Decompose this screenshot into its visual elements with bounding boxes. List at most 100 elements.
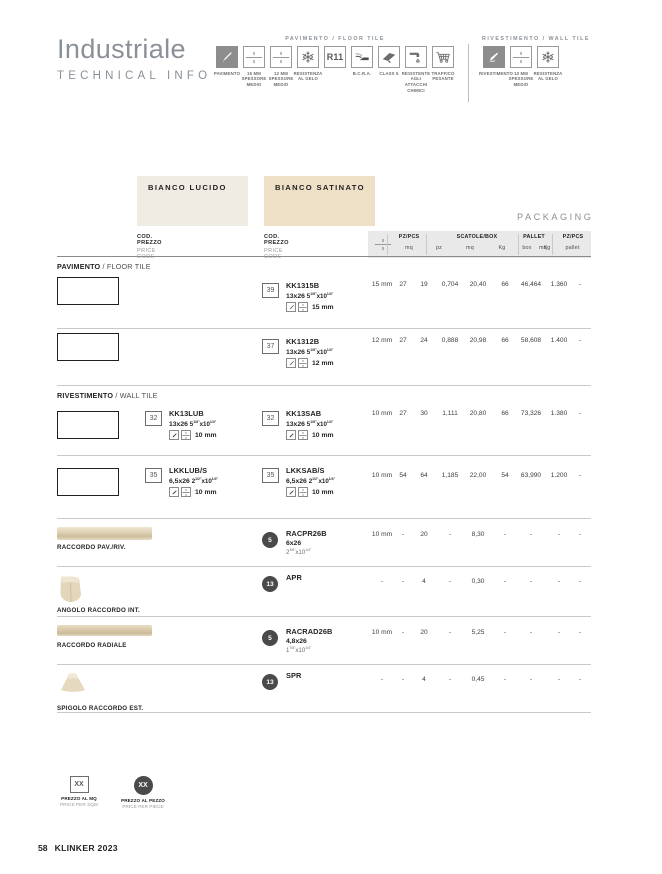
legend-label-it: PREZZO AL MQ	[61, 796, 97, 801]
legend-label-en: PRICE PER PIECE	[122, 803, 164, 809]
product-code: LKKSAB/S	[286, 466, 325, 475]
product-dimensions: 6,5x26 21/2"x101/4"	[286, 477, 335, 485]
unit-mq-pallet-2: mq	[530, 245, 556, 251]
packaging-value: -	[529, 531, 533, 538]
product-icon-row: 10 mm	[169, 487, 218, 498]
product-block: KK1315B 13x26 51/8"x101/4" 15 mm	[286, 281, 334, 313]
product-thickness: 10 mm	[312, 431, 334, 439]
packaging-value: 10 mm	[371, 472, 393, 479]
packaging-value: -	[578, 472, 582, 479]
product-thickness: 10 mm	[195, 488, 217, 496]
packaging-value: 15 mm	[371, 281, 393, 288]
packaging-value: -	[401, 629, 405, 636]
packaging-value: 30	[420, 410, 428, 417]
price-code-badge: 32	[262, 411, 279, 426]
product-dimensions: 13x26 51/8"x101/4"	[169, 420, 217, 428]
col-scatole-title: SCATOLE/BOX	[429, 234, 525, 240]
dim-metric: 13x26	[286, 420, 305, 428]
trim-profile-image	[57, 672, 89, 699]
product-icon-row: 10 mm	[286, 430, 334, 441]
packaging-value: -	[448, 676, 452, 683]
product-code: KK13LUB	[169, 409, 204, 418]
packaging-value: 58,608	[520, 337, 542, 344]
spec-icon-bar: PAVIMENTO / FLOOR TILE PAVIMENTO 15 MM SP…	[214, 36, 662, 102]
packaging-value: -	[503, 676, 507, 683]
packaging-value: -	[557, 629, 561, 636]
section-label-en: / WALL TILE	[113, 391, 158, 400]
unit-kg-pallet-final: Kg	[539, 245, 555, 251]
dim-imperial: 21/2"x101/4"	[191, 476, 219, 485]
swatch-name: BIANCO LUCIDO	[148, 183, 227, 192]
unit-pallet: pallet	[554, 245, 591, 251]
unit-kg-box: Kg	[486, 245, 518, 251]
row-divider	[57, 518, 591, 519]
rivestimento-icon	[169, 487, 179, 498]
bcra-icon-box	[351, 46, 373, 68]
empty-sample-box	[57, 277, 119, 305]
trim-profile-image	[57, 574, 87, 609]
row-divider	[57, 616, 591, 617]
icon-group-floor: PAVIMENTO / FLOOR TILE PAVIMENTO 15 MM SP…	[214, 36, 455, 93]
product-thickness: 10 mm	[195, 431, 217, 439]
packaging-value: 20	[420, 629, 428, 636]
packaging-value: 1,185	[441, 472, 459, 479]
packaging-value: 20,80	[469, 410, 487, 417]
product-dimensions: 6x26	[286, 540, 327, 547]
packaging-value: 27	[399, 337, 407, 344]
page-number: 58	[38, 843, 48, 853]
product-dimensions: 13x26 51/8"x101/4"	[286, 348, 334, 356]
thickness-icon	[298, 302, 308, 313]
legend-badge: XX	[69, 776, 89, 793]
unit-pz: pz	[424, 245, 454, 251]
product-block: KK13LUB 13x26 51/8"x101/4" 10 mm	[169, 409, 217, 441]
product-code: RACPR26B	[286, 529, 327, 538]
packaging-column-separator	[518, 234, 519, 255]
slip-rating-r11-icon-box: R11	[324, 46, 346, 68]
trim-caption: ANGOLO RACCORDO INT.	[57, 607, 141, 614]
frost-resistance-icon-caption: RESISTENZA AL GELO	[293, 70, 323, 82]
product-icon-row: 15 mm	[286, 302, 334, 313]
section-label-it: PAVIMENTO	[57, 262, 101, 271]
product-dimensions: 13x26 51/8"x101/4"	[286, 292, 334, 300]
packaging-column-separator	[426, 234, 427, 255]
packaging-value: 4	[422, 676, 426, 683]
dim-imperial: 51/8"x101/4"	[306, 347, 334, 356]
product-thickness: 15 mm	[312, 303, 334, 311]
row-divider	[57, 664, 591, 665]
page-title: Industriale	[57, 34, 186, 64]
section-label-en: / FLOOR TILE	[100, 262, 151, 271]
product-thickness: 12 mm	[312, 359, 334, 367]
heavy-traffic-icon-caption: TRAFFICO PESANTE	[431, 70, 455, 82]
packaging-value: 54	[399, 472, 407, 479]
packaging-value: 0,30	[471, 578, 485, 585]
column-unit: Kg	[498, 245, 506, 251]
frost-resistance-icon-caption: RESISTENZA AL GELO	[533, 70, 563, 82]
row-divider	[57, 328, 591, 329]
section-label-it: RIVESTIMENTO	[57, 391, 114, 400]
col-pzpcs-pallet-title: PZ/PCS	[555, 234, 591, 240]
price-code-label: PRICE CODE	[137, 247, 156, 260]
product-code: APR	[286, 573, 302, 582]
packaging-value: 66	[501, 410, 509, 417]
col-pzpcs-mq-title: PZ/PCS	[390, 234, 428, 240]
trim-caption: RACCORDO RADIALE	[57, 642, 127, 649]
packaging-value: 1.400	[550, 337, 568, 344]
dim-metric: 6,5x26	[169, 477, 190, 485]
dim-metric: 13x26	[286, 348, 305, 356]
column-unit: mq	[466, 245, 474, 251]
product-dimensions-imperial: 17/8"x101/4"	[286, 645, 312, 654]
price-code-badge: 37	[262, 339, 279, 354]
packaging-value: -	[503, 578, 507, 585]
slip-rating-r11-icon: R11	[323, 46, 347, 71]
bcra-icon: B.C.R.A.	[350, 46, 374, 76]
swatch-bianco-lucido: BIANCO LUCIDO	[137, 176, 248, 226]
brand-label: KLINKER 2023	[54, 843, 118, 853]
packaging-value: -	[503, 531, 507, 538]
price-code-badge: 39	[262, 283, 279, 298]
product-code: KK1312B	[286, 337, 320, 346]
product-code: KK13SAB	[286, 409, 322, 418]
packaging-value: 66	[501, 337, 509, 344]
cod-prezzo-label: COD. PREZZO	[264, 234, 289, 246]
packaging-value: -	[448, 531, 452, 538]
packaging-value: 10 mm	[371, 410, 393, 417]
